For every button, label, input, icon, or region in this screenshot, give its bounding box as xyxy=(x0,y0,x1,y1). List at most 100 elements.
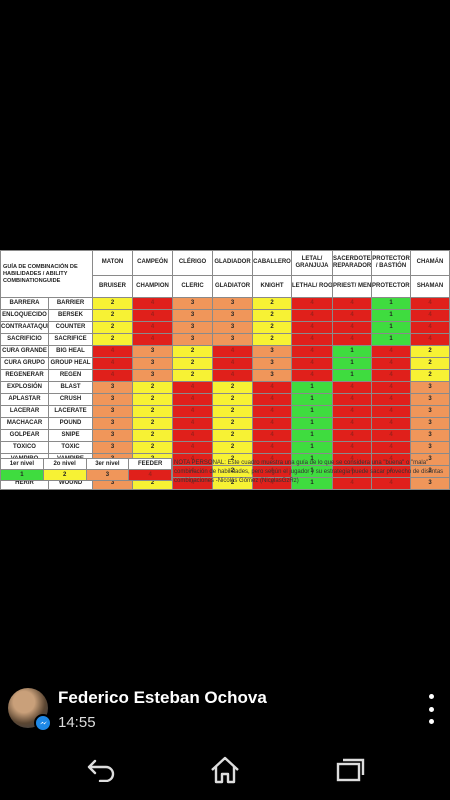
class-header-en: CLERIC xyxy=(172,274,214,299)
ability-es: BARRERA xyxy=(0,297,49,311)
ability-en: CRUSH xyxy=(47,393,94,406)
class-header-es: CLÉRIGO xyxy=(172,250,214,276)
level-cell: 3 xyxy=(410,428,450,442)
level-cell: 3 xyxy=(172,321,214,335)
level-cell: 4 xyxy=(291,309,334,323)
table-row: CONTRAATAQUE COUNTER 2 4 3 3 2 4 4 1 4 xyxy=(0,321,450,335)
class-header-en: LETHAL/ ROGUE xyxy=(291,274,334,299)
personal-note: NOTA PERSONAL: Este cuadro muestra una g… xyxy=(174,460,444,484)
post-info-bar: Federico Esteban Ochova 14:55 xyxy=(0,680,450,740)
class-header-en: CHAMPION xyxy=(132,274,174,299)
ability-es: CURA GRANDE xyxy=(0,345,49,359)
level-cell: 2 xyxy=(132,381,174,395)
ability-en: BLAST xyxy=(47,381,94,395)
recent-apps-icon[interactable] xyxy=(330,750,370,790)
ability-en: POUND xyxy=(47,416,94,430)
ability-en: REGEN xyxy=(47,369,94,383)
level-cell: 1 xyxy=(371,333,412,347)
level-cell: 1 xyxy=(291,393,334,406)
class-header-es: CHAMÁN xyxy=(410,250,450,276)
level-cell: 3 xyxy=(132,357,174,371)
home-icon[interactable] xyxy=(205,750,245,790)
level-cell: 4 xyxy=(92,369,134,383)
class-header-es: SACERDOTE/ REPARADOR xyxy=(332,250,373,276)
ability-en: TOXIC xyxy=(47,440,94,454)
ability-en: BIG HEAL xyxy=(47,345,94,359)
level-cell: 4 xyxy=(291,333,334,347)
level-cell: 3 xyxy=(92,393,134,406)
shared-photo[interactable]: GUÍA DE COMBINACIÓN DE HABILIDADES / ABI… xyxy=(0,249,450,491)
level-cell: 2 xyxy=(132,416,174,430)
level-cell: 3 xyxy=(410,416,450,430)
level-cell: 1 xyxy=(291,428,334,442)
ability-es: TOXICO xyxy=(0,440,49,454)
class-header-es: PROTECTOR / BASTIÓN xyxy=(371,250,412,276)
author-name[interactable]: Federico Esteban Ochova xyxy=(58,688,267,707)
level-cell: 4 xyxy=(332,440,373,454)
level-cell: 3 xyxy=(132,369,174,383)
level-cell: 3 xyxy=(252,357,293,371)
level-cell: 4 xyxy=(371,416,412,430)
level-cell: 1 xyxy=(332,369,373,383)
level-cell: 4 xyxy=(332,393,373,406)
level-cell: 4 xyxy=(132,297,174,311)
level-cell: 4 xyxy=(371,428,412,442)
level-cell: 2 xyxy=(92,321,134,335)
level-cell: 3 xyxy=(410,440,450,454)
legend-swatch: 2 xyxy=(42,469,87,481)
level-cell: 2 xyxy=(132,405,174,418)
level-cell: 4 xyxy=(132,333,174,347)
level-cell: 2 xyxy=(410,345,450,359)
level-cell: 3 xyxy=(132,345,174,359)
ability-es: MACHACAR xyxy=(0,416,49,430)
table-row: APLASTAR CRUSH 3 2 4 2 4 1 4 4 3 xyxy=(0,393,450,406)
table-row: TOXICO TOXIC 3 2 4 2 4 1 4 4 3 xyxy=(0,440,450,454)
level-cell: 2 xyxy=(172,357,214,371)
class-header-es: LETAL/ GRANJUJA xyxy=(291,250,334,276)
level-cell: 3 xyxy=(92,416,134,430)
level-cell: 4 xyxy=(252,440,293,454)
level-cell: 4 xyxy=(371,381,412,395)
table-row: BARRERA BARRIER 2 4 3 3 2 4 4 1 4 xyxy=(0,297,450,311)
level-cell: 4 xyxy=(252,405,293,418)
table-row: ENLOQUECIDO BERSEK 2 4 3 3 2 4 4 1 4 xyxy=(0,309,450,323)
level-cell: 1 xyxy=(291,381,334,395)
level-cell: 2 xyxy=(212,393,254,406)
level-cell: 3 xyxy=(410,381,450,395)
level-cell: 3 xyxy=(212,297,254,311)
level-cell: 4 xyxy=(132,309,174,323)
system-navigation-bar xyxy=(0,740,450,800)
level-cell: 4 xyxy=(291,345,334,359)
level-cell: 3 xyxy=(172,333,214,347)
level-cell: 1 xyxy=(291,440,334,454)
more-vert-icon[interactable] xyxy=(422,694,440,724)
level-cell: 3 xyxy=(212,333,254,347)
ability-es: ENLOQUECIDO xyxy=(0,309,49,323)
back-icon[interactable] xyxy=(80,750,120,790)
level-cell: 4 xyxy=(212,345,254,359)
level-cell: 2 xyxy=(92,333,134,347)
level-cell: 4 xyxy=(252,476,293,491)
ability-es: GOLPEAR xyxy=(0,428,49,442)
level-cell: 3 xyxy=(172,297,214,311)
level-cell: 2 xyxy=(252,333,293,347)
ability-en: BARRIER xyxy=(47,297,94,311)
level-cell: 3 xyxy=(172,309,214,323)
class-header-en: PROTECTOR / BULWARK xyxy=(371,274,412,299)
legend-swatch: 4 xyxy=(128,469,172,481)
table-row: EXPLOSIÓN BLAST 3 2 4 2 4 1 4 4 3 xyxy=(0,381,450,395)
level-cell: 2 xyxy=(252,309,293,323)
level-cell: 3 xyxy=(410,452,450,466)
level-cell: 2 xyxy=(212,405,254,418)
ability-en: GROUP HEAL xyxy=(47,357,94,371)
level-cell: 4 xyxy=(410,321,450,335)
level-cell: 4 xyxy=(332,405,373,418)
level-cell: 3 xyxy=(212,309,254,323)
level-cell: 2 xyxy=(132,393,174,406)
level-cell: 3 xyxy=(92,381,134,395)
class-header-es: CAMPEÓN xyxy=(132,250,174,276)
level-cell: 3 xyxy=(92,440,134,454)
level-cell: 3 xyxy=(410,405,450,418)
level-cell: 4 xyxy=(291,369,334,383)
level-cell: 1 xyxy=(371,321,412,335)
